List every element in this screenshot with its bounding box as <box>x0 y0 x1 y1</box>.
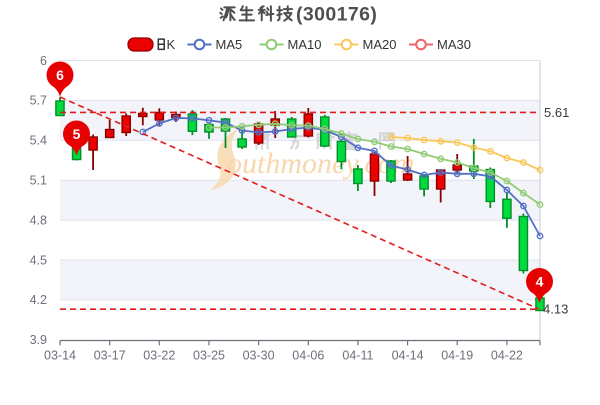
svg-text:4.8: 4.8 <box>30 213 47 227</box>
svg-text:04-22: 04-22 <box>491 348 523 362</box>
svg-text:MA20: MA20 <box>363 37 397 52</box>
svg-text:MA5: MA5 <box>216 37 243 52</box>
svg-text:K: K <box>167 37 176 52</box>
svg-text:03-25: 03-25 <box>193 348 225 362</box>
svg-text:03-30: 03-30 <box>243 348 275 362</box>
svg-text:4.5: 4.5 <box>30 253 47 267</box>
svg-text:4: 4 <box>536 274 544 290</box>
svg-text:03-14: 03-14 <box>44 348 76 362</box>
svg-text:4.13: 4.13 <box>543 302 568 317</box>
svg-text:04-06: 04-06 <box>292 348 324 362</box>
svg-text:5.61: 5.61 <box>544 105 569 120</box>
svg-text:6: 6 <box>40 54 47 68</box>
svg-text:4.2: 4.2 <box>30 293 47 307</box>
svg-text:6: 6 <box>56 67 64 83</box>
svg-text:04-11: 04-11 <box>342 348 373 362</box>
svg-text:5: 5 <box>73 126 81 142</box>
svg-text:04-14: 04-14 <box>392 348 424 362</box>
svg-text:3.9: 3.9 <box>30 333 47 347</box>
svg-text:5.4: 5.4 <box>30 134 47 148</box>
svg-text:5.1: 5.1 <box>30 174 47 188</box>
svg-text:03-22: 03-22 <box>143 348 175 362</box>
svg-text:MA10: MA10 <box>288 37 322 52</box>
svg-text:(300176): (300176) <box>296 4 377 26</box>
svg-text:outhmoney.com: outhmoney.com <box>227 147 414 180</box>
svg-text:5.7: 5.7 <box>30 94 47 108</box>
svg-text:04-19: 04-19 <box>441 348 473 362</box>
svg-text:03-17: 03-17 <box>94 348 126 362</box>
svg-text:MA30: MA30 <box>437 37 471 52</box>
